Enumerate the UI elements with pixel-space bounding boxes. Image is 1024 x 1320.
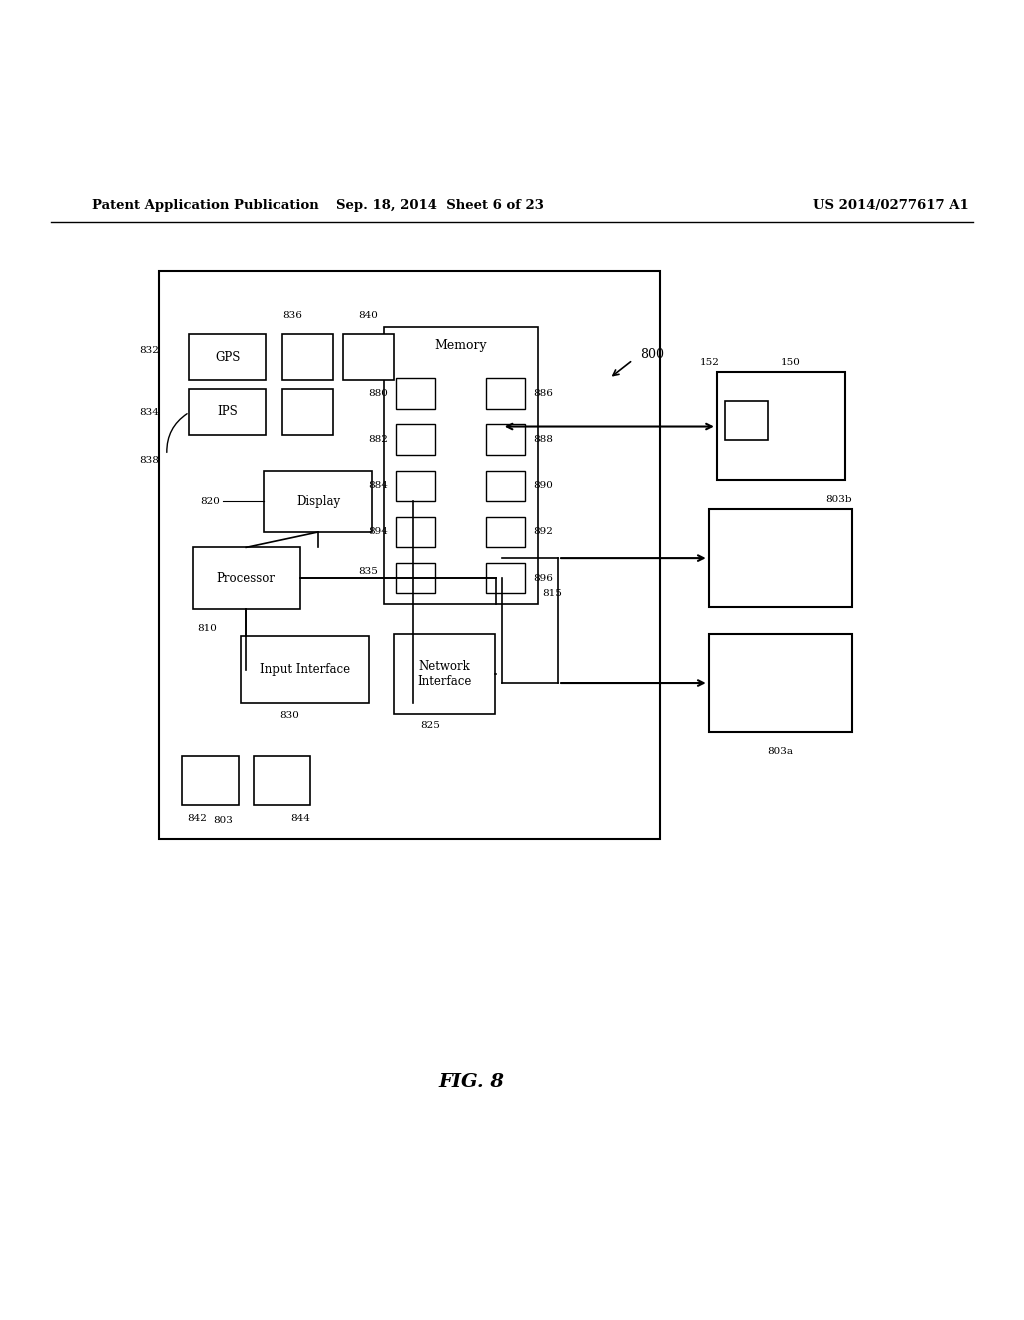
Text: 884: 884 [369, 482, 388, 491]
Text: 880: 880 [369, 389, 388, 399]
Text: FIG. 8: FIG. 8 [438, 1073, 504, 1090]
Text: 820: 820 [201, 496, 220, 506]
Text: 840: 840 [358, 312, 379, 319]
Text: 815: 815 [543, 589, 562, 598]
Bar [343, 334, 394, 380]
Text: 886: 886 [534, 389, 553, 399]
Text: Sep. 18, 2014  Sheet 6 of 23: Sep. 18, 2014 Sheet 6 of 23 [336, 199, 545, 211]
Text: 825: 825 [420, 722, 440, 730]
Text: Display: Display [296, 495, 340, 508]
Bar [717, 372, 845, 479]
Bar [264, 470, 372, 532]
Text: IPS: IPS [217, 405, 239, 418]
Bar [396, 425, 435, 455]
Bar [241, 636, 369, 704]
Bar [254, 756, 310, 805]
Text: 892: 892 [534, 528, 553, 536]
Text: Patent Application Publication: Patent Application Publication [92, 199, 318, 211]
Text: 803: 803 [213, 816, 232, 825]
Text: 844: 844 [291, 813, 310, 822]
Bar [486, 379, 525, 409]
Text: US 2014/0277617 A1: US 2014/0277617 A1 [813, 199, 969, 211]
Bar [394, 635, 495, 714]
Text: 882: 882 [369, 436, 388, 445]
Bar [282, 388, 333, 434]
Bar [725, 401, 768, 440]
Bar [396, 379, 435, 409]
Text: 842: 842 [187, 813, 207, 822]
Bar [189, 334, 266, 380]
Text: 896: 896 [534, 574, 553, 582]
Bar [193, 548, 300, 609]
Text: GPS: GPS [215, 351, 241, 364]
Bar [396, 516, 435, 548]
Text: 894: 894 [369, 528, 388, 536]
Text: 834: 834 [139, 408, 159, 417]
Text: 810: 810 [198, 624, 217, 634]
Text: Network
Interface: Network Interface [417, 660, 472, 688]
Bar [486, 425, 525, 455]
Text: Memory: Memory [434, 339, 487, 352]
Text: 150: 150 [781, 358, 801, 367]
Bar [384, 327, 538, 603]
Bar [159, 271, 660, 840]
Text: 830: 830 [279, 711, 299, 721]
Bar [189, 388, 266, 434]
Text: 888: 888 [534, 436, 553, 445]
Bar [486, 470, 525, 502]
Bar [709, 510, 852, 607]
Text: 835: 835 [358, 568, 379, 576]
Text: Processor: Processor [217, 572, 275, 585]
Text: 803a: 803a [767, 747, 794, 756]
Bar [182, 756, 239, 805]
Text: 152: 152 [700, 358, 720, 367]
Bar [486, 516, 525, 548]
Bar [486, 562, 525, 594]
Text: 803b: 803b [825, 495, 852, 504]
Bar [396, 470, 435, 502]
Bar [282, 334, 333, 380]
Bar [709, 635, 852, 731]
Text: 838: 838 [139, 455, 159, 465]
Text: Input Interface: Input Interface [259, 663, 350, 676]
Text: 890: 890 [534, 482, 553, 491]
Text: 800: 800 [640, 348, 664, 362]
Bar [396, 562, 435, 594]
Text: 832: 832 [139, 346, 159, 355]
Text: 836: 836 [282, 312, 302, 319]
